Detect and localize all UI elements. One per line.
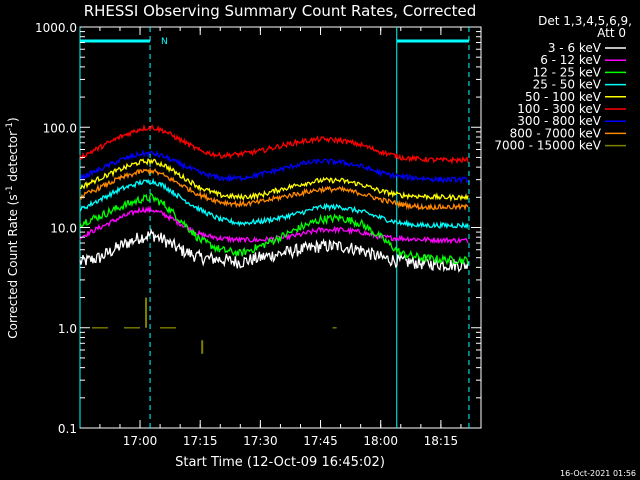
- flag-label: N: [161, 37, 168, 47]
- y-tick-label-1: 1.0: [58, 322, 77, 336]
- legend-title-2: Att 0: [597, 26, 626, 40]
- x-tick-label-2: 17:30: [243, 434, 278, 448]
- series-line-5: [79, 123, 469, 165]
- series-line-1: [79, 205, 469, 245]
- series-line-0: [79, 228, 469, 273]
- legend-label-3: 25 - 50 keV: [533, 78, 602, 92]
- series-line-7: [79, 166, 469, 211]
- legend-label-4: 50 - 100 keV: [525, 90, 602, 104]
- y-tick-label-2: 10.0: [50, 222, 77, 236]
- series-line-2: [79, 192, 469, 266]
- legend-label-1: 6 - 12 keV: [540, 53, 602, 67]
- x-tick-label-3: 17:45: [303, 434, 338, 448]
- series-group: [79, 123, 469, 354]
- y-tick-label-0: 0.1: [58, 422, 77, 436]
- legend-title-1: Det 1,3,4,5,6,9,: [538, 14, 632, 28]
- x-axis: 17:00 17:15 17:30 17:45 18:00 18:15: [99, 27, 482, 448]
- legend-label-6: 300 - 800 keV: [517, 114, 601, 128]
- timestamp: 16-Oct-2021 01:56: [560, 469, 636, 478]
- y-tick-label-4: 1000.0: [35, 21, 77, 35]
- chart-title: RHESSI Observing Summary Count Rates, Co…: [84, 2, 477, 20]
- x-tick-label-4: 18:00: [363, 434, 398, 448]
- legend-label-8: 7000 - 15000 keV: [494, 139, 601, 153]
- legend-label-7: 800 - 7000 keV: [510, 126, 602, 140]
- y-tick-label-3: 100.0: [43, 121, 77, 135]
- series-line-3: [79, 177, 469, 230]
- x-tick-label-5: 18:15: [424, 434, 459, 448]
- legend-label-5: 100 - 300 keV: [517, 102, 601, 116]
- series-line-6: [79, 149, 469, 185]
- legend-label-0: 3 - 6 keV: [548, 41, 602, 55]
- x-axis-label: Start Time (12-Oct-09 16:45:02): [175, 455, 385, 470]
- y-axis-label: Corrected Count Rate (s-1 detector-1): [5, 117, 20, 338]
- legend-label-2: 12 - 25 keV: [533, 65, 602, 79]
- x-tick-label-1: 17:15: [183, 434, 218, 448]
- x-tick-label-0: 17:00: [123, 434, 158, 448]
- series-line-4: [79, 158, 469, 203]
- y-axis: 0.1 1.0 10.0 100.0 1000.0: [35, 21, 481, 436]
